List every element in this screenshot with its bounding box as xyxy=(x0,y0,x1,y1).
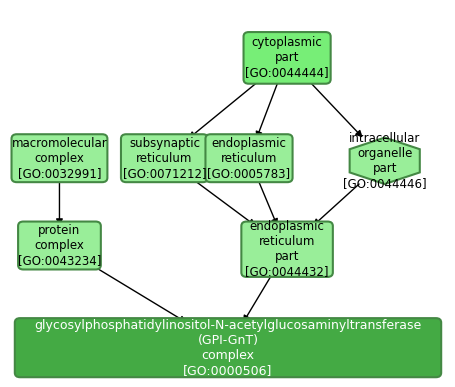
Text: endoplasmic
reticulum
part
[GO:0044432]: endoplasmic reticulum part [GO:0044432] xyxy=(245,220,328,278)
Polygon shape xyxy=(349,138,419,184)
FancyBboxPatch shape xyxy=(241,221,332,277)
FancyBboxPatch shape xyxy=(11,134,107,182)
Text: cytoplasmic
part
[GO:0044444]: cytoplasmic part [GO:0044444] xyxy=(245,36,328,79)
Text: subsynaptic
reticulum
[GO:0071212]: subsynaptic reticulum [GO:0071212] xyxy=(122,137,206,180)
Text: glycosylphosphatidylinositol-N-acetylglucosaminyltransferase
(GPI-GnT)
complex
[: glycosylphosphatidylinositol-N-acetylglu… xyxy=(34,319,421,377)
FancyBboxPatch shape xyxy=(243,32,330,84)
FancyBboxPatch shape xyxy=(205,134,292,182)
Text: protein
complex
[GO:0043234]: protein complex [GO:0043234] xyxy=(18,224,101,267)
Text: intracellular
organelle
part
[GO:0044446]: intracellular organelle part [GO:0044446… xyxy=(342,132,425,190)
Text: macromolecular
complex
[GO:0032991]: macromolecular complex [GO:0032991] xyxy=(11,137,107,180)
FancyBboxPatch shape xyxy=(121,134,207,182)
Text: endoplasmic
reticulum
[GO:0005783]: endoplasmic reticulum [GO:0005783] xyxy=(207,137,290,180)
FancyBboxPatch shape xyxy=(15,318,440,377)
FancyBboxPatch shape xyxy=(18,221,101,269)
